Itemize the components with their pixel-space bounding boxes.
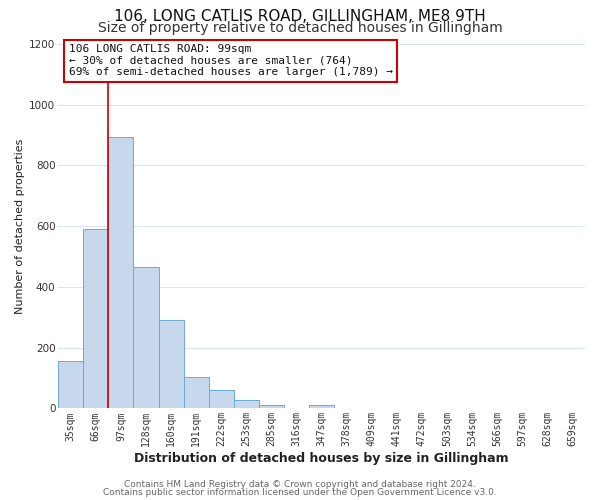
Bar bbox=[109, 136, 133, 408]
Text: 106, LONG CATLIS ROAD, GILLINGHAM, ME8 9TH: 106, LONG CATLIS ROAD, GILLINGHAM, ME8 9… bbox=[114, 9, 486, 24]
Bar bbox=[234, 400, 259, 408]
Bar bbox=[158, 320, 184, 408]
Bar bbox=[83, 229, 109, 408]
Text: Contains HM Land Registry data © Crown copyright and database right 2024.: Contains HM Land Registry data © Crown c… bbox=[124, 480, 476, 489]
Bar bbox=[184, 376, 209, 408]
X-axis label: Distribution of detached houses by size in Gillingham: Distribution of detached houses by size … bbox=[134, 452, 509, 465]
Text: Size of property relative to detached houses in Gillingham: Size of property relative to detached ho… bbox=[98, 21, 502, 35]
Bar bbox=[309, 406, 334, 408]
Bar bbox=[133, 267, 158, 408]
Bar bbox=[209, 390, 234, 408]
Bar bbox=[58, 362, 83, 408]
Text: 106 LONG CATLIS ROAD: 99sqm
← 30% of detached houses are smaller (764)
69% of se: 106 LONG CATLIS ROAD: 99sqm ← 30% of det… bbox=[69, 44, 393, 77]
Y-axis label: Number of detached properties: Number of detached properties bbox=[15, 138, 25, 314]
Bar bbox=[259, 405, 284, 408]
Text: Contains public sector information licensed under the Open Government Licence v3: Contains public sector information licen… bbox=[103, 488, 497, 497]
